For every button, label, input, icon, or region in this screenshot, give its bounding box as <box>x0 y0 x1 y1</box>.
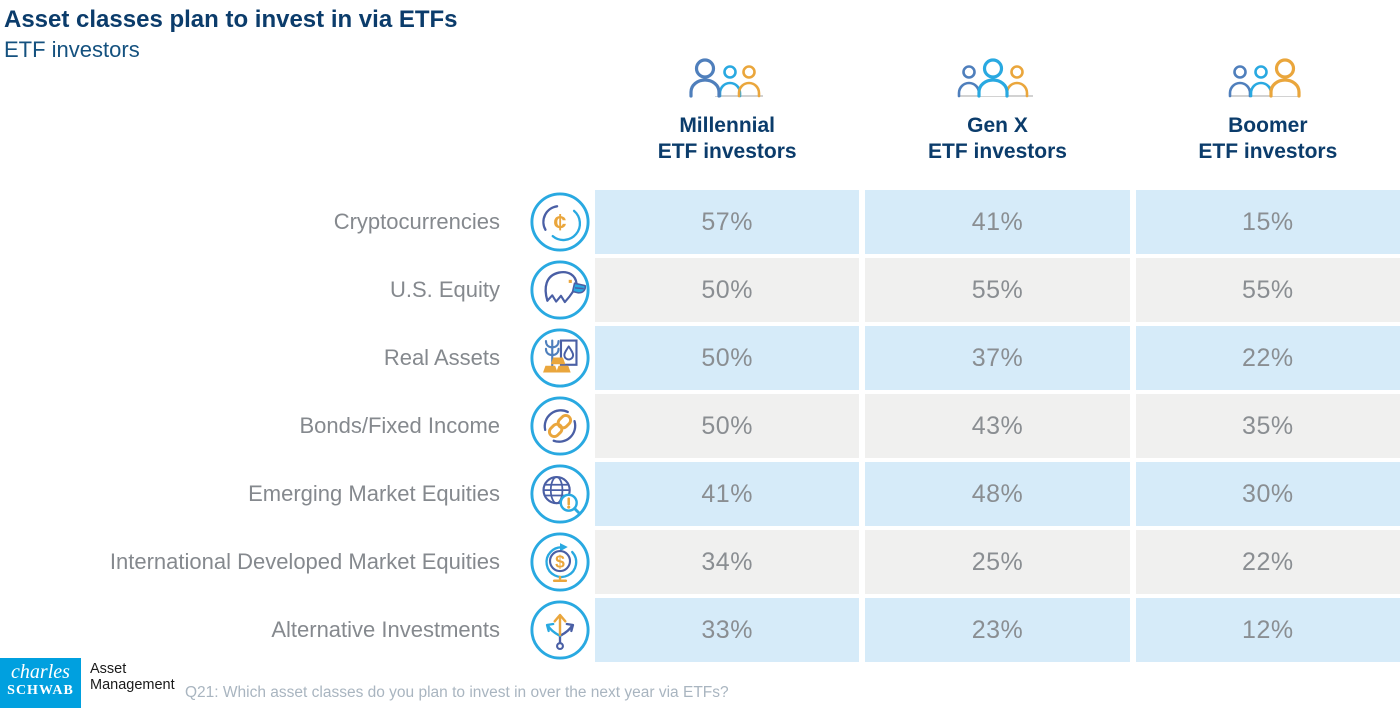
value-cell: 22% <box>1135 530 1400 594</box>
column-label: Gen X ETF investors <box>928 114 1067 163</box>
value-cell: 34% <box>595 530 860 594</box>
value-cell: 25% <box>865 530 1130 594</box>
page-subtitle: ETF investors <box>4 37 140 62</box>
value-cell: 30% <box>1135 462 1400 526</box>
value-cell: 50% <box>595 394 860 458</box>
row-label: Real Assets <box>383 345 500 370</box>
table-row: U.S. Equity 50% 55% 55% <box>0 258 1400 322</box>
value-cell: 43% <box>865 394 1130 458</box>
value-cell: 37% <box>865 326 1130 390</box>
chain-link-icon <box>500 394 595 458</box>
row-cells: 34% 25% 22% <box>595 530 1400 594</box>
value-cell: 57% <box>595 190 860 254</box>
table-row: Cryptocurrencies ¢ 57% 41% 15% <box>0 190 1400 254</box>
people-icon-boomer <box>1136 56 1400 106</box>
column-headers: Millennial ETF investors <box>595 56 1400 165</box>
value-cell: 41% <box>865 190 1130 254</box>
value-cell: 55% <box>865 258 1130 322</box>
logo-business-unit: Asset Management <box>90 661 175 693</box>
row-label: U.S. Equity <box>389 277 500 302</box>
svg-text:¢: ¢ <box>554 209 567 235</box>
value-cell: 50% <box>595 258 860 322</box>
column-label: Millennial ETF investors <box>657 114 797 163</box>
data-table: Cryptocurrencies ¢ 57% 41% 15% U.S. Equi… <box>0 190 1400 666</box>
eagle-icon <box>500 258 595 322</box>
row-cells: 41% 48% 30% <box>595 462 1400 526</box>
row-cells: 57% 41% 15% <box>595 190 1400 254</box>
value-cell: 55% <box>1135 258 1400 322</box>
row-label: Emerging Market Equities <box>248 481 500 506</box>
row-cells: 50% 55% 55% <box>595 258 1400 322</box>
value-cell: 23% <box>865 598 1130 662</box>
value-cell: 12% <box>1135 598 1400 662</box>
table-row: Real Assets 50 <box>0 326 1400 390</box>
value-cell: 22% <box>1135 326 1400 390</box>
people-icon-gen-x <box>865 56 1129 106</box>
globe-dollar-icon: $ <box>500 530 595 594</box>
logo-brand-line1: charles <box>11 661 70 683</box>
row-label: Bonds/Fixed Income <box>299 413 500 438</box>
value-cell: 41% <box>595 462 860 526</box>
value-cell: 50% <box>595 326 860 390</box>
table-row: Bonds/Fixed Income 50% 43% 35% <box>0 394 1400 458</box>
value-cell: 15% <box>1135 190 1400 254</box>
real-assets-icon <box>500 326 595 390</box>
row-label: Cryptocurrencies <box>333 209 500 234</box>
branching-arrows-icon <box>500 598 595 662</box>
value-cell: 48% <box>865 462 1130 526</box>
charles-schwab-logo: charles SCHWAB <box>0 658 81 708</box>
value-cell: 35% <box>1135 394 1400 458</box>
table-row: International Developed Market Equities … <box>0 530 1400 594</box>
people-icon-millennial <box>595 56 859 106</box>
row-cells: 33% 23% 12% <box>595 598 1400 662</box>
globe-magnifier-icon <box>500 462 595 526</box>
column-header-boomer: Boomer ETF investors <box>1136 56 1400 165</box>
cryptocurrency-icon: ¢ <box>500 190 595 254</box>
column-header-millennial: Millennial ETF investors <box>595 56 859 165</box>
column-label: Boomer ETF investors <box>1198 114 1338 163</box>
column-header-gen-x: Gen X ETF investors <box>865 56 1129 165</box>
table-row: Emerging Market Equities 41% 48% 30 <box>0 462 1400 526</box>
row-cells: 50% 43% 35% <box>595 394 1400 458</box>
row-label: Alternative Investments <box>271 617 500 642</box>
row-label: International Developed Market Equities <box>109 549 500 574</box>
survey-question-footnote: Q21: Which asset classes do you plan to … <box>185 684 729 701</box>
value-cell: 33% <box>595 598 860 662</box>
table-row: Alternative Investments 33% 23% 12% <box>0 598 1400 662</box>
logo-brand-line2: SCHWAB <box>7 683 74 698</box>
row-cells: 50% 37% 22% <box>595 326 1400 390</box>
svg-text:$: $ <box>555 551 565 571</box>
page-title: Asset classes plan to invest in via ETFs <box>4 6 458 33</box>
